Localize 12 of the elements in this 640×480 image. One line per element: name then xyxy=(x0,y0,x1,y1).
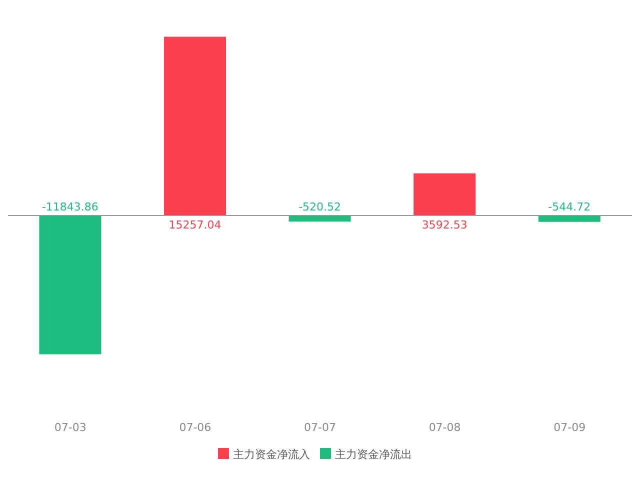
x-tick-label: 07-07 xyxy=(304,420,336,434)
legend-label: 主力资金净流入 xyxy=(233,448,310,461)
x-tick-label: 07-03 xyxy=(54,420,86,434)
legend-label: 主力资金净流出 xyxy=(335,448,412,461)
x-tick-label: 07-09 xyxy=(554,420,586,434)
data-label: -11843.86 xyxy=(42,200,98,214)
x-tick-label: 07-06 xyxy=(179,420,212,434)
data-label: -544.72 xyxy=(548,200,591,214)
data-label: -520.52 xyxy=(298,200,342,214)
data-label: 15257.04 xyxy=(168,218,222,232)
data-label: 3592.53 xyxy=(422,218,468,232)
x-tick-label: 07-08 xyxy=(428,420,461,434)
